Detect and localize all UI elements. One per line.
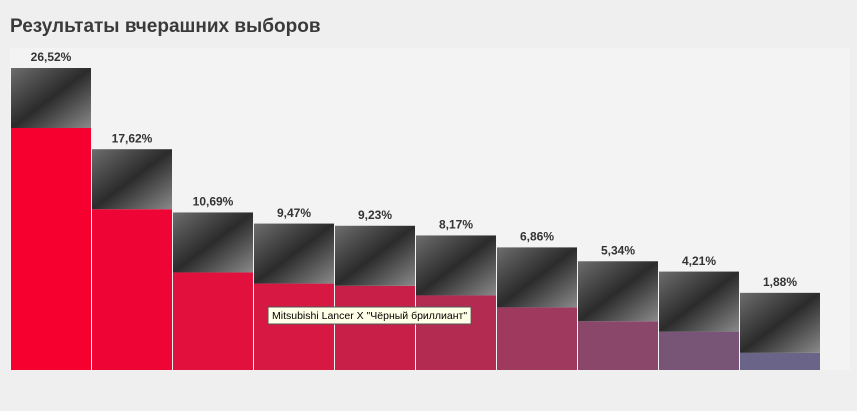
car-photo: [173, 212, 253, 273]
bar: [497, 307, 577, 370]
value-label: 9,47%: [277, 206, 311, 220]
bar: [11, 128, 91, 370]
value-label: 17,62%: [112, 131, 153, 145]
value-label: 9,23%: [358, 208, 392, 222]
tooltip-box: [267, 306, 472, 325]
value-label: 8,17%: [439, 218, 473, 232]
car-photo: [497, 247, 577, 308]
chart-title: Результаты вчерашних выборов: [10, 16, 321, 37]
value-label: 1,88%: [763, 275, 797, 289]
value-label: 26,52%: [31, 50, 72, 64]
bar: [254, 283, 334, 370]
car-photo: [92, 149, 172, 210]
car-photo: [254, 223, 334, 284]
bar: [740, 352, 820, 370]
car-photo: [335, 225, 415, 286]
car-photo: [416, 235, 496, 296]
bar: [173, 272, 253, 370]
value-label: 5,34%: [601, 243, 635, 257]
value-label: 10,69%: [193, 195, 234, 209]
value-label: 4,21%: [682, 254, 716, 268]
tooltip-text: Mitsubishi Lancer X "Чёрный бриллиант": [272, 310, 467, 322]
car-photo: [11, 68, 91, 128]
bar: [92, 209, 172, 370]
car-photo: [659, 271, 739, 332]
car-photo: [578, 261, 658, 322]
bar: [335, 285, 415, 370]
bar: [659, 331, 739, 370]
value-label: 6,86%: [520, 230, 554, 244]
car-photo: [740, 292, 820, 353]
bar: [578, 321, 658, 370]
